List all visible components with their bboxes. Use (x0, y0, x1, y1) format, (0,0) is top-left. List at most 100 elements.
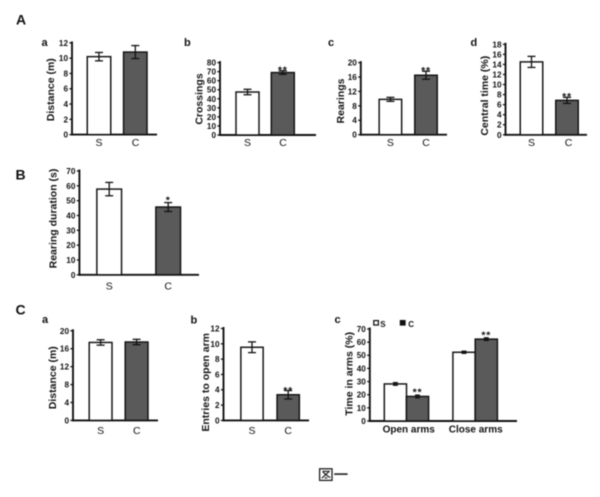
svg-text:C: C (164, 281, 172, 293)
svg-text:Entries to open arm: Entries to open arm (200, 333, 212, 432)
svg-text:Rearings: Rearings (335, 78, 347, 123)
svg-text:**: ** (562, 91, 572, 103)
svg-text:S: S (106, 281, 113, 293)
svg-text:Close arms: Close arms (449, 425, 503, 436)
svg-text:60: 60 (66, 182, 76, 191)
svg-text:S: S (528, 137, 535, 149)
svg-text:30: 30 (357, 378, 367, 387)
svg-text:b: b (191, 315, 198, 327)
svg-text:0: 0 (63, 131, 68, 140)
svg-text:20: 20 (60, 327, 70, 336)
svg-text:70: 70 (207, 68, 217, 77)
svg-text:30: 30 (207, 104, 217, 113)
svg-text:18: 18 (492, 40, 502, 49)
svg-text:8: 8 (63, 69, 68, 78)
svg-text:0: 0 (352, 131, 357, 140)
svg-text:10: 10 (492, 80, 502, 89)
svg-text:Distance (m): Distance (m) (45, 58, 57, 121)
svg-text:C: C (132, 137, 140, 149)
svg-text:70: 70 (66, 167, 76, 176)
svg-text:12: 12 (59, 39, 69, 48)
svg-text:8: 8 (215, 355, 220, 364)
svg-text:**: ** (481, 329, 491, 341)
svg-text:50: 50 (357, 351, 367, 360)
svg-text:4: 4 (497, 111, 502, 120)
svg-text:30: 30 (66, 226, 76, 235)
svg-text:16: 16 (60, 345, 70, 354)
svg-text:8: 8 (352, 102, 357, 111)
svg-text:C: C (16, 302, 26, 318)
svg-text:B: B (16, 167, 26, 183)
svg-text:*: * (166, 195, 171, 207)
svg-text:Central time (%): Central time (%) (479, 56, 491, 136)
svg-text:10: 10 (207, 122, 217, 131)
svg-text:2: 2 (215, 401, 220, 410)
svg-text:4: 4 (352, 116, 357, 125)
svg-text:6: 6 (497, 101, 502, 110)
svg-text:Open arms: Open arms (383, 425, 436, 436)
svg-text:4: 4 (215, 386, 220, 395)
svg-text:**: ** (421, 65, 431, 77)
svg-text:2: 2 (63, 115, 68, 124)
svg-text:C: C (408, 320, 414, 329)
svg-text:S: S (95, 137, 102, 149)
svg-text:50: 50 (66, 197, 76, 206)
svg-text:2: 2 (497, 121, 502, 130)
svg-text:40: 40 (66, 211, 76, 220)
svg-text:a: a (42, 37, 49, 49)
svg-text:80: 80 (207, 59, 217, 68)
svg-text:10: 10 (357, 404, 367, 413)
svg-text:S: S (248, 425, 255, 437)
svg-text:d: d (471, 37, 478, 49)
svg-text:8: 8 (64, 381, 69, 390)
svg-text:0: 0 (71, 271, 76, 280)
svg-text:12: 12 (60, 363, 70, 372)
svg-text:0: 0 (215, 416, 220, 425)
svg-text:40: 40 (357, 364, 367, 373)
svg-text:12: 12 (348, 87, 358, 96)
svg-text:b: b (184, 37, 191, 49)
svg-text:20: 20 (207, 113, 217, 122)
svg-text:0: 0 (361, 417, 366, 426)
svg-text:16: 16 (492, 50, 502, 59)
svg-text:C: C (565, 137, 573, 149)
svg-text:0: 0 (64, 416, 69, 425)
svg-text:10: 10 (66, 256, 76, 265)
svg-text:50: 50 (207, 86, 217, 95)
svg-text:Distance (m): Distance (m) (47, 346, 59, 409)
svg-text:**: ** (283, 385, 293, 397)
svg-text:A: A (16, 12, 26, 28)
svg-text:12: 12 (492, 70, 502, 79)
svg-text:10: 10 (59, 54, 69, 63)
svg-text:**: ** (413, 387, 423, 399)
svg-text:60: 60 (357, 338, 367, 347)
svg-text:c: c (328, 37, 334, 49)
svg-text:**: ** (278, 64, 288, 76)
svg-text:12: 12 (210, 324, 220, 333)
svg-text:a: a (42, 314, 49, 326)
svg-text:6: 6 (63, 85, 68, 94)
svg-text:4: 4 (63, 100, 68, 109)
svg-text:8: 8 (497, 91, 502, 100)
svg-text:0: 0 (497, 131, 502, 140)
svg-text:C: C (422, 137, 430, 149)
svg-text:Crossings: Crossings (193, 73, 205, 125)
svg-text:S: S (97, 425, 104, 437)
svg-text:Rearing duration (s): Rearing duration (s) (48, 169, 60, 269)
svg-text:16: 16 (348, 73, 358, 82)
svg-text:S: S (380, 320, 386, 329)
svg-text:70: 70 (357, 325, 367, 334)
svg-text:C: C (279, 137, 287, 149)
svg-text:20: 20 (357, 391, 367, 400)
svg-text:0: 0 (211, 131, 216, 140)
svg-text:6: 6 (215, 370, 220, 379)
svg-text:S: S (387, 137, 394, 149)
svg-text:C: C (133, 425, 141, 437)
svg-text:60: 60 (207, 77, 217, 86)
svg-text:4: 4 (64, 398, 69, 407)
svg-text:c: c (335, 314, 341, 326)
svg-text:C: C (284, 425, 292, 437)
svg-text:40: 40 (207, 95, 217, 104)
svg-text:20: 20 (66, 241, 76, 250)
svg-text:S: S (244, 137, 251, 149)
